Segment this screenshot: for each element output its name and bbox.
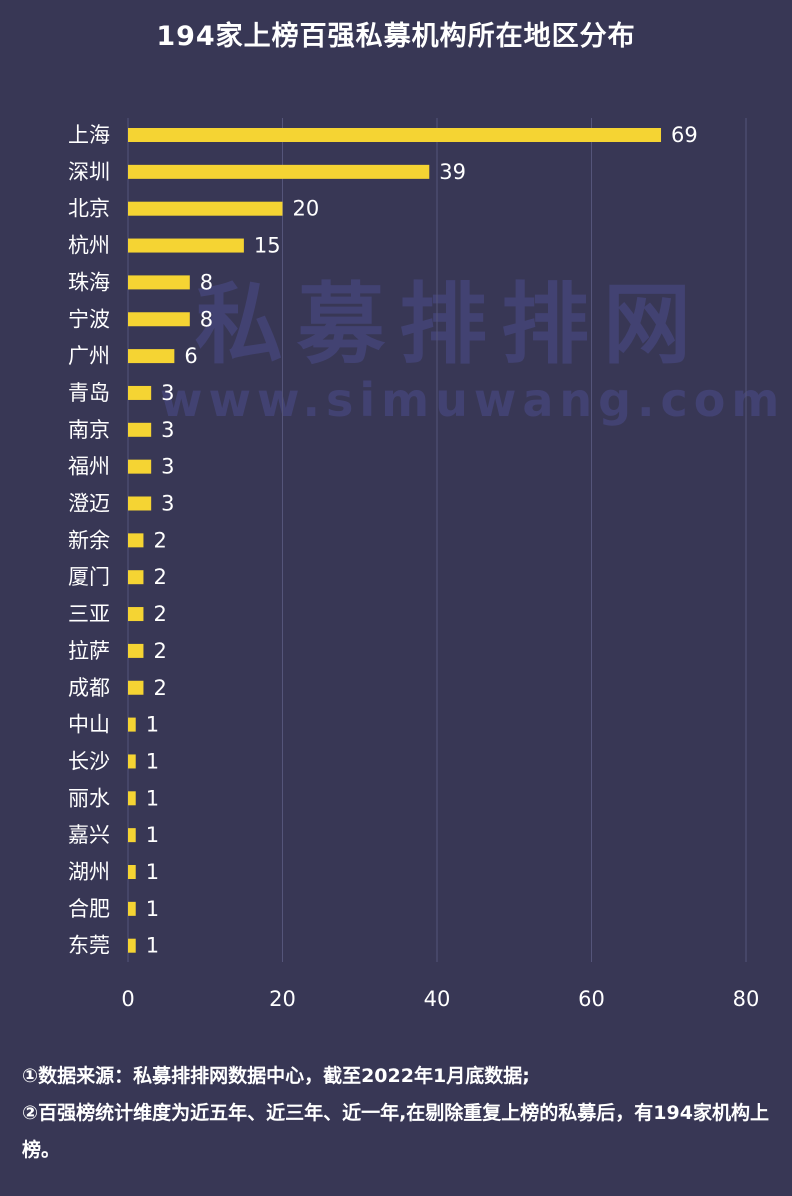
category-label: 上海 — [68, 123, 110, 147]
category-label: 嘉兴 — [68, 823, 110, 847]
bar — [128, 607, 144, 622]
category-label: 宁波 — [68, 307, 110, 331]
bar — [128, 717, 136, 732]
bar — [128, 680, 144, 695]
x-tick-label: 40 — [424, 987, 451, 1011]
bar — [128, 570, 144, 585]
category-label: 青岛 — [68, 381, 110, 405]
data-label: 1 — [146, 713, 159, 737]
category-label: 三亚 — [68, 602, 110, 626]
x-tick-label: 80 — [733, 987, 760, 1011]
category-label: 合肥 — [68, 897, 110, 921]
bar — [128, 128, 662, 142]
data-label: 2 — [153, 676, 166, 700]
data-label: 3 — [161, 381, 174, 405]
data-label: 1 — [146, 823, 159, 847]
x-tick-label: 20 — [269, 987, 296, 1011]
data-label: 3 — [161, 418, 174, 442]
bar — [128, 901, 136, 916]
footnotes: ①数据来源：私募排排网数据中心，截至2022年1月底数据; ②百强榜统计维度为近… — [22, 1058, 774, 1169]
data-label: 1 — [146, 786, 159, 810]
bar — [128, 385, 152, 400]
category-label: 杭州 — [68, 234, 110, 258]
bar — [128, 643, 144, 658]
x-tick-label: 60 — [578, 987, 605, 1011]
data-label: 3 — [161, 492, 174, 516]
data-label: 2 — [153, 639, 166, 663]
footnote-method: ②百强榜统计维度为近五年、近三年、近一年,在剔除重复上榜的私募后，有194家机构… — [22, 1102, 769, 1161]
data-label: 3 — [161, 455, 174, 479]
data-label: 2 — [153, 528, 166, 552]
data-label: 2 — [153, 565, 166, 589]
category-label: 广州 — [68, 344, 110, 368]
data-label: 69 — [671, 123, 698, 147]
bar — [128, 164, 430, 179]
category-label: 湖州 — [68, 860, 110, 884]
footnote-source: ①数据来源：私募排排网数据中心，截至2022年1月底数据; — [22, 1065, 530, 1087]
category-label: 成都 — [68, 676, 110, 700]
bar — [128, 865, 136, 879]
data-label: 1 — [146, 860, 159, 884]
category-label: 北京 — [68, 197, 110, 221]
category-label: 拉萨 — [68, 639, 110, 663]
category-label: 南京 — [68, 418, 110, 442]
bar — [128, 938, 136, 953]
data-label: 20 — [293, 197, 320, 221]
data-label: 15 — [254, 234, 281, 258]
bar — [128, 791, 136, 806]
bar — [128, 533, 144, 548]
bar — [128, 275, 190, 290]
category-label: 厦门 — [68, 565, 110, 589]
data-label: 8 — [200, 270, 213, 294]
data-label: 2 — [153, 602, 166, 626]
data-label: 1 — [146, 934, 159, 958]
category-label: 福州 — [68, 455, 110, 479]
bar — [128, 496, 152, 511]
bar — [128, 349, 175, 364]
data-label: 1 — [146, 749, 159, 773]
bar — [128, 201, 283, 216]
category-label: 东莞 — [68, 934, 110, 958]
x-tick-label: 0 — [121, 987, 134, 1011]
bar — [128, 754, 136, 769]
category-label: 新余 — [68, 528, 110, 552]
data-label: 1 — [146, 897, 159, 921]
category-label: 中山 — [68, 713, 110, 737]
category-label: 澄迈 — [68, 492, 110, 516]
bar — [128, 422, 152, 437]
data-label: 6 — [184, 344, 197, 368]
category-label: 珠海 — [68, 270, 110, 294]
data-label: 8 — [200, 307, 213, 331]
chart-title: 194家上榜百强私募机构所在地区分布 — [156, 21, 636, 52]
bar — [128, 312, 190, 327]
bar — [128, 459, 152, 474]
category-label: 丽水 — [68, 786, 110, 810]
bar — [128, 828, 136, 843]
bar — [128, 238, 244, 253]
data-label: 39 — [439, 160, 466, 184]
category-label: 深圳 — [68, 160, 110, 184]
category-label: 长沙 — [68, 749, 110, 773]
